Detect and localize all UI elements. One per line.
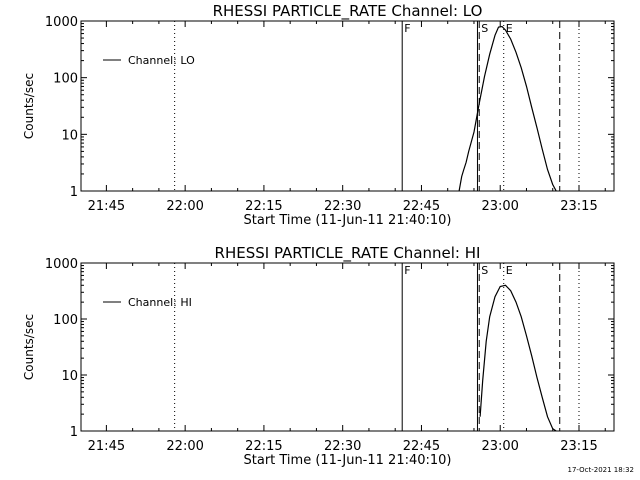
x-tick-label: 22:00 [166,199,203,214]
y-tick-label: 100 [53,313,78,328]
y-axis-label: Counts/sec [22,73,36,139]
x-tick-label: 23:00 [481,199,518,214]
y-tick-label: 100 [53,72,78,87]
x-tick-label: 23:15 [560,199,597,214]
y-tick-label: 1000 [45,257,78,272]
chart-panel-1: RHESSI PARTICLE_RATE Channel: LO Counts/s… [22,2,615,228]
x-tick-label: 22:45 [403,199,440,214]
event-marker-label: F [404,22,410,35]
x-axis-label: Start Time (11-Jun-11 21:40:10) [244,453,452,468]
y-tick-label: 1 [70,425,78,440]
plot-frame [80,262,615,432]
chart-title: RHESSI PARTICLE_RATE Channel: HI [215,244,481,263]
event-marker-label: E [506,22,513,35]
x-tick-label: 23:00 [481,439,518,454]
event-marker-label: F [404,264,410,277]
y-tick-label: 10 [61,369,78,384]
y-axis-label: Counts/sec [22,314,36,380]
x-tick-label: 22:00 [166,439,203,454]
x-tick-label: 21:45 [88,439,125,454]
series-line [458,25,557,192]
event-marker-label: S [481,22,488,35]
series-line [479,284,557,432]
y-tick-label: 10 [61,128,78,143]
y-tick-label: 1 [70,185,78,200]
x-tick-label: 22:15 [245,199,282,214]
chart-panel-2: RHESSI PARTICLE_RATE Channel: HI Counts/s… [22,244,615,468]
y-tick-label: 1000 [45,15,78,30]
event-marker-label: S [481,264,488,277]
x-axis-label: Start Time (11-Jun-11 21:40:10) [244,213,452,228]
legend-label: Channel: LO [128,54,195,67]
legend-label: Channel: HI [128,296,192,309]
x-tick-label: 22:30 [324,199,361,214]
x-tick-label: 22:30 [324,439,361,454]
x-tick-label: 22:45 [403,439,440,454]
footer-timestamp: 17-Oct-2021 18:32 [567,466,634,474]
chart-title: RHESSI PARTICLE_RATE Channel: LO [213,2,483,21]
x-tick-label: 23:15 [560,439,597,454]
plot-frame [80,20,615,192]
x-tick-label: 21:45 [88,199,125,214]
x-tick-label: 22:15 [245,439,282,454]
event-marker-label: E [506,264,513,277]
